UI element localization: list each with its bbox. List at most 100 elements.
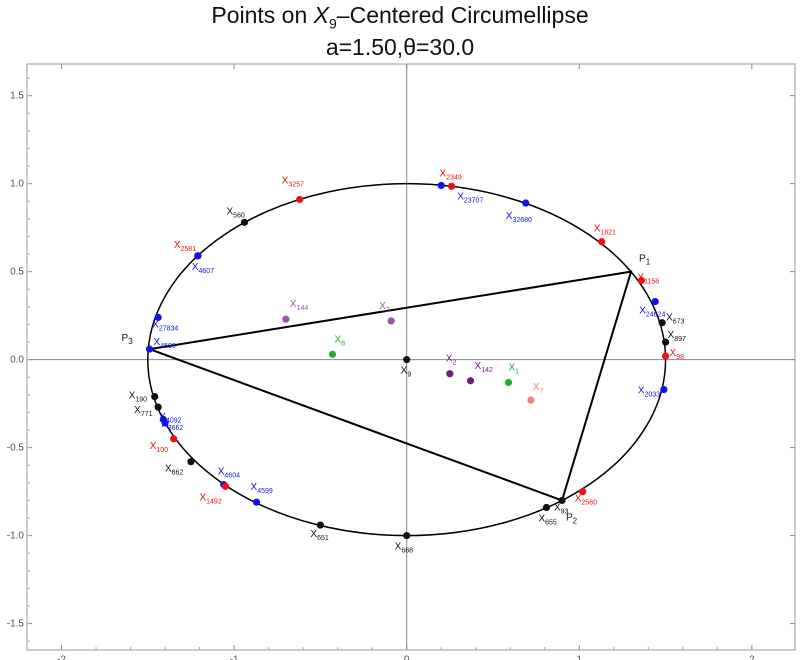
point-x4607 (194, 252, 202, 260)
point-x8 (328, 350, 337, 358)
point-x3 (387, 317, 395, 325)
point-x27834 (154, 313, 162, 322)
plot-frame (26, 63, 796, 651)
point-label-x100: X100 (150, 441, 168, 454)
point-x771 (154, 403, 162, 411)
point-x3257 (296, 195, 304, 204)
point-label-x1492: X1492 (199, 492, 221, 505)
point-x2033 (660, 385, 668, 394)
point-label-x3: X3 (379, 301, 390, 314)
point-label-x2349: X2349 (440, 168, 462, 181)
y-tick-label: 0.0 (10, 355, 24, 366)
point-x2349 (447, 182, 456, 190)
point-label-x9: X9 (401, 366, 412, 379)
triangle-layer (145, 270, 633, 502)
title-var: X (313, 2, 329, 28)
point-label-x4092: X4092 (159, 411, 181, 424)
point-x662 (187, 458, 195, 466)
point-label-x673: X673 (666, 313, 684, 326)
point-label-x1156: X1156 (637, 272, 659, 285)
point-label-x2580: X2580 (575, 494, 597, 507)
point-x32680 (522, 199, 530, 207)
vertex-label: P3 (122, 333, 134, 346)
point-label-x3257: X3257 (282, 176, 304, 189)
point-x1 (504, 378, 513, 387)
point-label-x93: X93 (554, 502, 569, 515)
point-label-x1821: X1821 (594, 224, 616, 237)
title-text-post: –Centered Circumellipse (336, 2, 589, 28)
x-tick-label: -1 (230, 654, 239, 660)
point-label-x98: X98 (670, 348, 685, 361)
point-label-x2033: X2033 (638, 386, 660, 399)
point-label-x771: X771 (134, 405, 152, 418)
triangle-p1p2p3 (145, 270, 633, 502)
point-x100 (170, 435, 178, 443)
point-x7 (527, 396, 535, 404)
point-label-x3662: X3662 (161, 419, 183, 432)
point-x2 (446, 370, 454, 378)
x-tick-label: 1 (576, 654, 582, 660)
point-label-x23707: X23707 (457, 191, 483, 204)
y-tick-label: 1.5 (10, 91, 24, 102)
x-tick-label: 0 (404, 654, 410, 660)
point-label-x4598: X4598 (154, 337, 176, 350)
y-tick-label: -1.5 (7, 619, 25, 630)
point-label-x144: X144 (290, 299, 308, 312)
point-label-x2: X2 (446, 354, 457, 367)
point-x3662 (161, 419, 169, 427)
point-x24624 (651, 297, 659, 306)
labels-layer: P1 P2 P3 X2349 X23707 X3257 X560 X32680 X1821 X25… (122, 168, 686, 554)
point-x2580 (579, 488, 587, 496)
y-tick-label: 0.5 (10, 267, 24, 278)
point-label-x142: X142 (475, 361, 493, 374)
point-label-x2581: X2581 (174, 240, 196, 253)
axis-ticks: -2 -1 0 1 2 -1.5 -1.0 -0.5 0.0 0.5 1.0 1.5 (7, 64, 795, 660)
y-tick-label: 1.0 (10, 179, 24, 190)
point-label-x24624: X24624 (639, 306, 665, 319)
point-x98 (661, 352, 670, 360)
point-x142 (466, 377, 475, 385)
point-x1492 (221, 482, 230, 490)
title-var-sub: 9 (329, 15, 337, 32)
chart-title-line1: Points on X9–Centered Circumellipse (0, 2, 800, 32)
points-layer (145, 181, 670, 540)
point-label-x32680: X32680 (506, 211, 532, 224)
point-label-x668: X668 (395, 542, 413, 555)
point-label-x4604: X4604 (218, 467, 240, 480)
point-label-x651: X651 (310, 529, 328, 542)
point-x655 (542, 503, 551, 512)
title-text-pre: Points on (211, 2, 314, 28)
point-x1821 (598, 238, 606, 246)
vertex-label: P2 (566, 512, 578, 525)
point-x1156 (637, 276, 646, 285)
point-x93 (558, 496, 566, 505)
point-label-x190: X190 (129, 391, 147, 404)
point-label-x4599: X4599 (251, 482, 273, 495)
point-label-x897: X897 (668, 330, 686, 343)
point-label-x560: X560 (226, 206, 244, 219)
chart-title-line2: a=1.50,θ=30.0 (325, 34, 475, 60)
point-label-x8: X8 (334, 334, 345, 347)
point-x668 (403, 532, 411, 540)
point-label-x4607: X4607 (192, 262, 214, 275)
y-tick-label: -0.5 (7, 443, 25, 454)
point-x23707 (437, 181, 445, 190)
point-label-x1: X1 (509, 363, 520, 376)
y-tick-label: -1.0 (7, 531, 25, 542)
point-label-x27834: X27834 (152, 319, 178, 332)
point-x4598 (145, 345, 154, 353)
x-tick-label: -2 (57, 654, 66, 660)
point-x560 (240, 218, 249, 226)
point-x9 (403, 356, 411, 364)
point-label-x7: X7 (533, 382, 544, 395)
point-x897 (661, 338, 670, 346)
point-x4599 (252, 498, 261, 506)
point-x190 (151, 392, 159, 401)
vertex-label: P1 (639, 254, 651, 267)
point-label-x655: X655 (538, 513, 556, 526)
point-label-x662: X662 (165, 464, 183, 477)
point-x651 (316, 521, 324, 529)
point-x673 (658, 319, 666, 327)
x-tick-label: 2 (749, 654, 755, 660)
